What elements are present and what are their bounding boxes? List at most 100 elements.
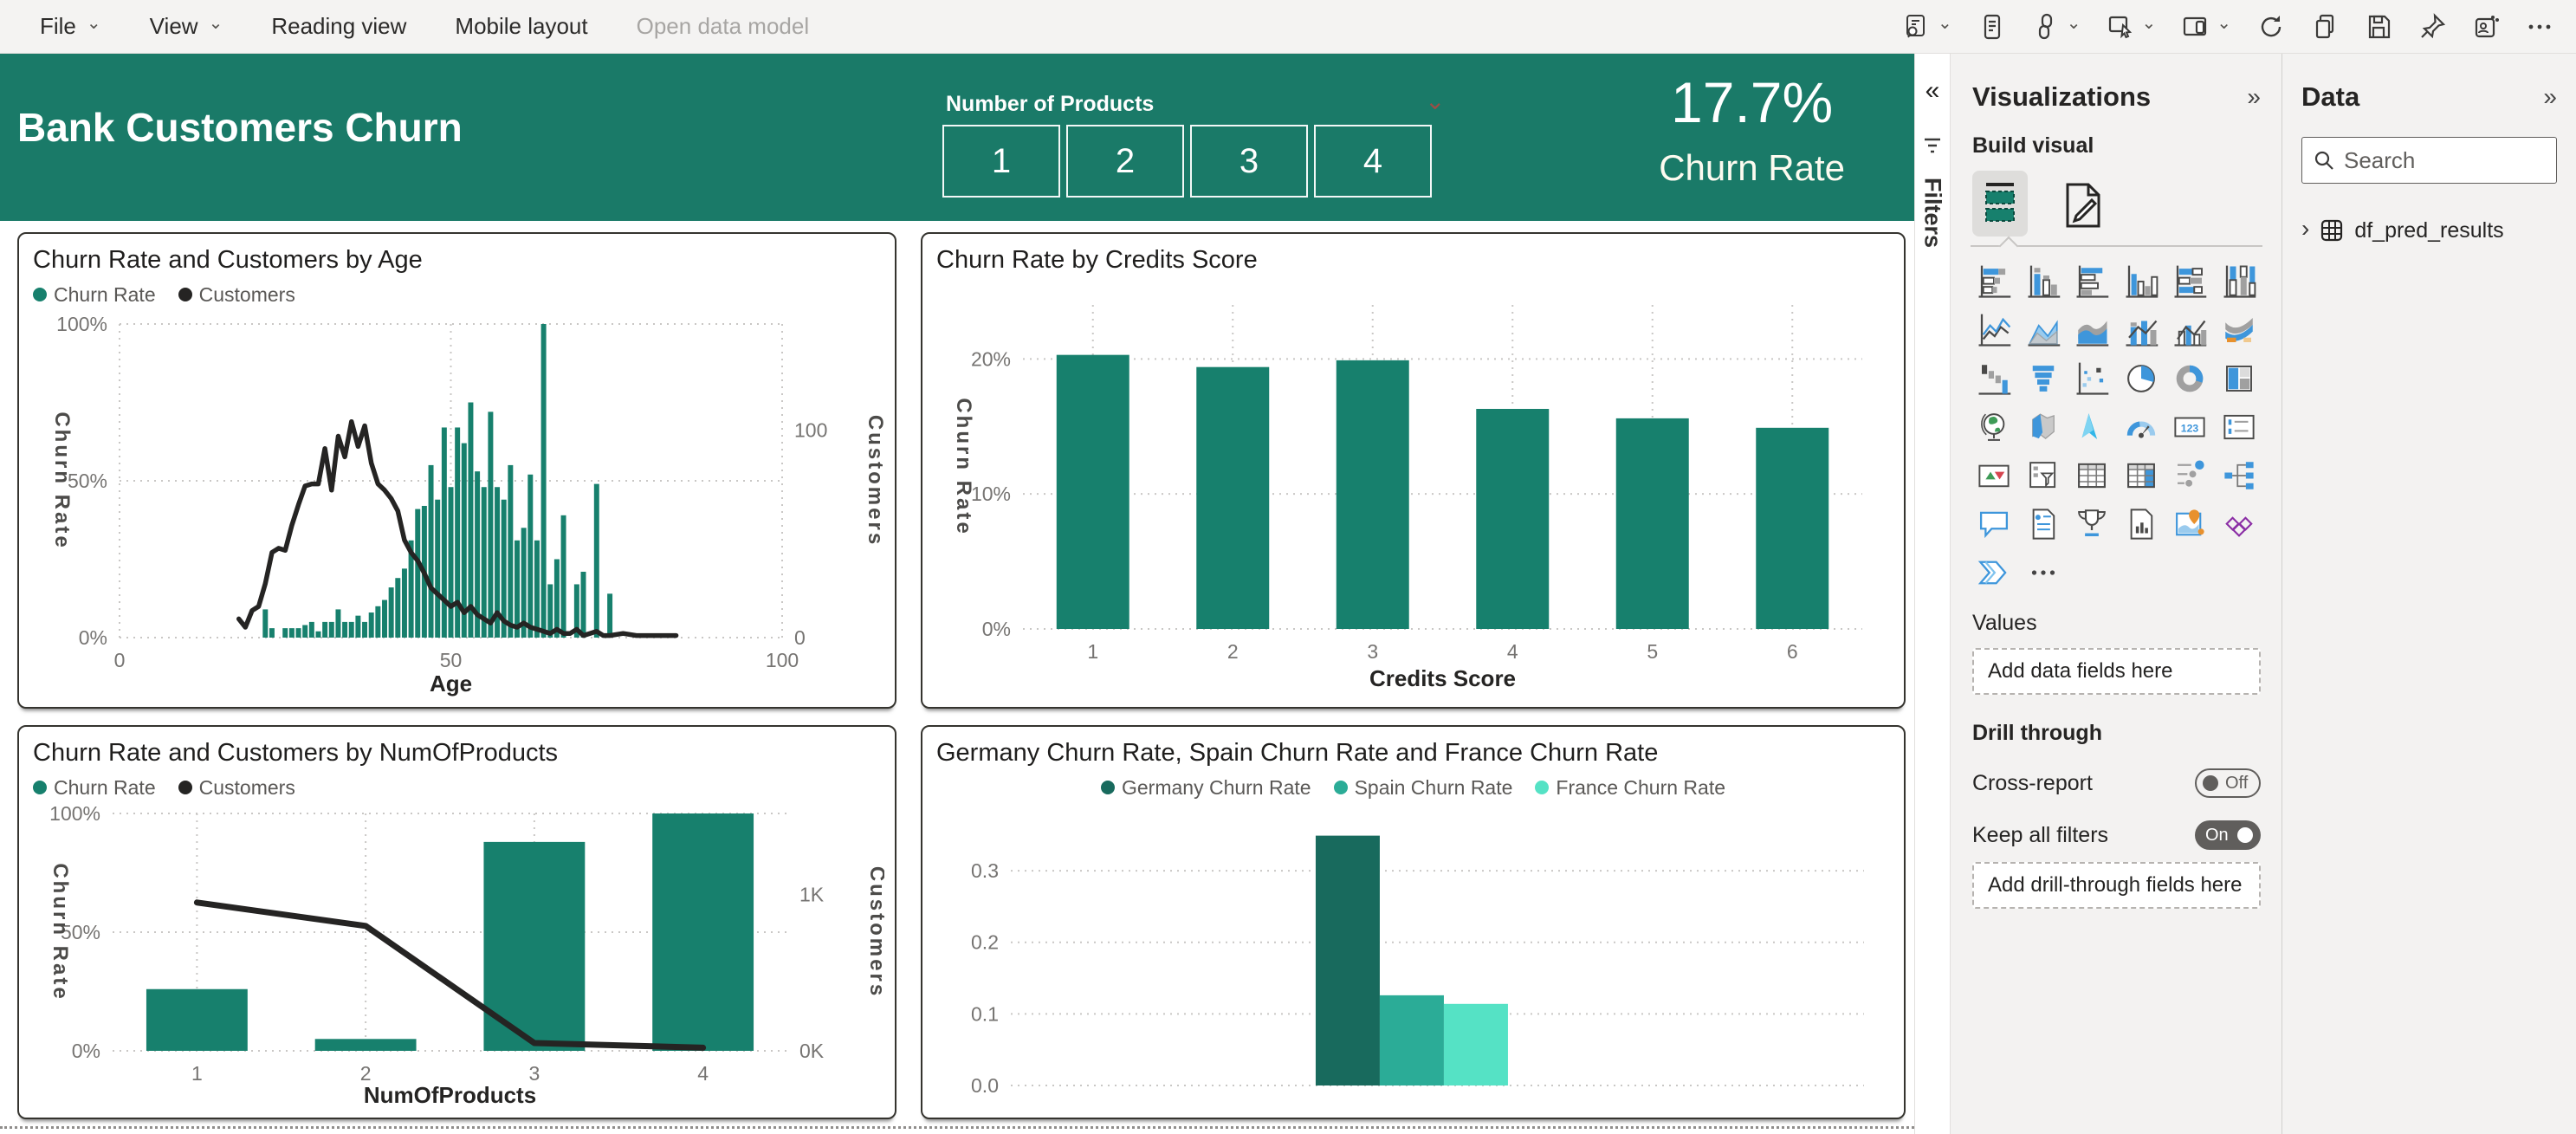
data-table-df-pred-results[interactable]: › df_pred_results (2301, 215, 2557, 244)
menu-reading-view[interactable]: Reading view (271, 13, 407, 39)
funnel-chart-icon[interactable] (2022, 360, 2066, 398)
key-influencers-icon[interactable] (2168, 457, 2212, 495)
card-icon[interactable]: 123 (2168, 408, 2212, 446)
chevron-down-icon: ⌄ (86, 13, 101, 33)
arcgis-map-icon[interactable] (2168, 505, 2212, 543)
map-icon[interactable] (1972, 408, 2016, 446)
metrics-icon[interactable] (2070, 505, 2114, 543)
svg-text:0%: 0% (982, 618, 1011, 640)
legend-dot (178, 781, 192, 794)
values-field-well[interactable]: Add data fields here (1972, 648, 2261, 695)
qa-icon[interactable] (1972, 505, 2016, 543)
azure-map-icon[interactable] (2070, 408, 2114, 446)
stacked-bar-chart-icon[interactable] (1972, 262, 2016, 301)
visual-churn-by-credit-score[interactable]: Churn Rate by Credits Score 0% 10% 20% 1 2 3 4… (921, 232, 1906, 709)
multi-select-icon[interactable]: ⌄ (2107, 13, 2156, 41)
search-input[interactable] (2344, 146, 2543, 174)
svg-text:0%: 0% (72, 1040, 100, 1062)
report-comments-icon[interactable]: ⌄ (1903, 13, 1952, 41)
visual-churn-by-numofproducts[interactable]: Churn Rate and Customers by NumOfProduct… (17, 725, 896, 1119)
svg-text:4: 4 (697, 1062, 709, 1085)
menu-view[interactable]: View ⌄ (149, 13, 223, 39)
svg-text:100: 100 (794, 418, 827, 441)
build-visual-label: Build visual (1972, 133, 2094, 158)
svg-text:0.2: 0.2 (971, 931, 999, 954)
gauge-icon[interactable] (2120, 408, 2164, 446)
area-chart-icon[interactable] (2022, 311, 2066, 349)
drill-through-field-well[interactable]: Add drill-through fields here (1972, 862, 2261, 909)
main-region: Bank Customers Churn Number of Products … (0, 54, 2576, 1134)
line-and-stacked-column-chart-icon[interactable] (2120, 311, 2164, 349)
visual-churn-by-country[interactable]: Germany Churn Rate, Spain Churn Rate and… (921, 725, 1906, 1119)
table-icon[interactable] (2070, 457, 2114, 495)
collapse-data-icon[interactable]: » (2543, 83, 2557, 110)
line-chart-icon[interactable] (1972, 311, 2016, 349)
menu-file[interactable]: File ⌄ (40, 13, 101, 39)
waterfall-chart-icon[interactable] (1972, 360, 2016, 398)
collapse-visualizations-icon[interactable]: » (2247, 83, 2261, 110)
treemap-icon[interactable] (2217, 360, 2262, 398)
filled-map-icon[interactable] (2022, 408, 2066, 446)
line-and-clustered-column-chart-icon[interactable] (2168, 311, 2212, 349)
smart-narrative-icon[interactable] (2022, 505, 2066, 543)
save-icon[interactable] (2365, 13, 2392, 41)
page-boundary (0, 1126, 1914, 1129)
expand-filters-icon[interactable]: « (1925, 76, 1940, 105)
filter-icon[interactable] (1922, 135, 1943, 160)
clustered-column-chart-icon[interactable] (2120, 262, 2164, 301)
svg-text:5: 5 (1647, 640, 1658, 663)
kpi-icon[interactable] (1972, 457, 2016, 495)
tab-build-visual[interactable] (1972, 171, 2028, 237)
menu-mobile-layout[interactable]: Mobile layout (455, 13, 588, 39)
more-options-icon[interactable] (2526, 13, 2553, 41)
slicer-option-3[interactable]: 3 (1190, 125, 1308, 198)
expand-table-icon[interactable]: › (2301, 215, 2310, 242)
svg-text:6: 6 (1787, 640, 1798, 663)
visual-churn-by-age[interactable]: Churn Rate and Customers by Age Churn Ra… (17, 232, 896, 709)
matrix-icon[interactable] (2120, 457, 2164, 495)
more-options-icon[interactable] (2022, 554, 2066, 592)
svg-text:100: 100 (766, 649, 799, 671)
refresh-icon[interactable] (2257, 13, 2285, 41)
stacked-column-chart-icon[interactable] (2022, 262, 2066, 301)
duplicate-icon[interactable] (2311, 13, 2339, 41)
cross-report-toggle[interactable]: Off (2195, 768, 2261, 798)
slicer-option-4[interactable]: 4 (1314, 125, 1432, 198)
svg-text:0.3: 0.3 (971, 859, 999, 882)
keep-all-filters-toggle[interactable]: On (2195, 820, 2261, 850)
slicer-option-1[interactable]: 1 (942, 125, 1060, 198)
visualizations-title: Visualizations (1972, 81, 2152, 112)
legend-dot (33, 288, 47, 301)
stacked-area-chart-icon[interactable] (2070, 311, 2114, 349)
slicer-icon[interactable] (2022, 457, 2066, 495)
link-icon[interactable]: ⌄ (2032, 13, 2081, 41)
donut-chart-icon[interactable] (2168, 360, 2212, 398)
ribbon-chart-icon[interactable] (2217, 311, 2262, 349)
pin-icon[interactable] (2418, 12, 2446, 41)
power-apps-icon[interactable] (2217, 505, 2262, 543)
legend-dot (1100, 781, 1115, 794)
decomposition-tree-icon[interactable] (2217, 457, 2262, 495)
legend-item: France Churn Rate (1535, 776, 1725, 800)
legend-item: Customers (178, 283, 295, 307)
visual-title: Churn Rate by Credits Score (936, 246, 1258, 274)
slicer-label: Number of Products (946, 92, 1155, 116)
mobile-preview-icon[interactable]: ⌄ (2182, 13, 2231, 41)
notes-icon[interactable] (1978, 13, 2006, 41)
100-stacked-bar-chart-icon[interactable] (2168, 262, 2212, 301)
power-automate-icon[interactable] (1972, 554, 2016, 592)
multi-row-card-icon[interactable] (2217, 408, 2262, 446)
100-stacked-column-chart-icon[interactable] (2217, 262, 2262, 301)
teams-share-icon[interactable] (2472, 13, 2500, 41)
filters-pane-label[interactable]: Filters (1919, 178, 1946, 249)
cross-report-label: Cross-report (1972, 770, 2093, 795)
scatter-chart-icon[interactable] (2070, 360, 2114, 398)
tab-format-visual[interactable] (2061, 171, 2106, 234)
paginated-report-icon[interactable] (2120, 505, 2164, 543)
svg-text:0: 0 (794, 626, 806, 649)
slicer-dropdown-icon[interactable]: ⌄ (1425, 87, 1446, 114)
pie-chart-icon[interactable] (2120, 360, 2164, 398)
clustered-bar-chart-icon[interactable] (2070, 262, 2114, 301)
slicer-option-2[interactable]: 2 (1066, 125, 1184, 198)
